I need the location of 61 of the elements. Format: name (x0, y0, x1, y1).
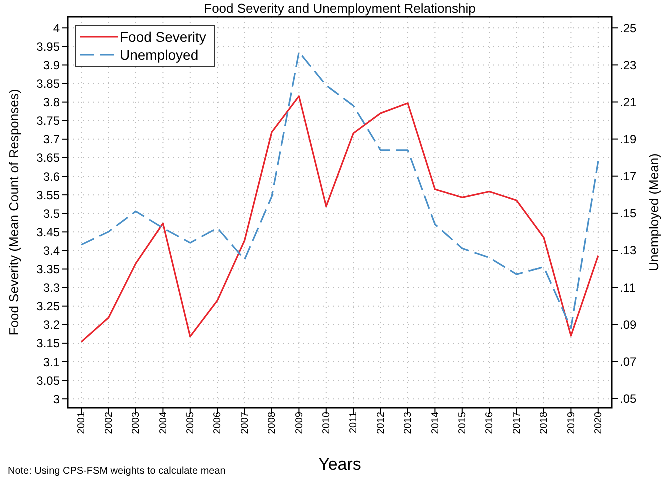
y2-tick-label: .05 (620, 392, 638, 406)
x-tick-label: 2011 (348, 412, 360, 434)
y2-tick-label: .15 (620, 206, 638, 221)
y-tick-label: 3.35 (36, 262, 60, 277)
y-tick-label: 3.5 (43, 206, 60, 221)
y-tick-label: 3.75 (36, 114, 60, 128)
x-tick-label: 2020 (594, 412, 604, 434)
y2-tick-label: .13 (620, 244, 638, 258)
y-tick-label: 3.45 (36, 225, 60, 240)
y-tick-label: 3.15 (36, 336, 60, 351)
y-tick-label: 4 (53, 21, 60, 36)
line-series (80, 51, 600, 330)
y-tick-label: 3.95 (36, 40, 60, 54)
x-tick-label: 2010 (322, 412, 332, 434)
x-tick-label: 2015 (458, 412, 468, 434)
y-tick-label: 3.05 (36, 374, 60, 388)
x-tick-label: 2001 (76, 412, 88, 434)
y-tick-label: 3.6 (43, 170, 60, 184)
y-tick-label: 3.2 (43, 318, 60, 332)
y2-tick-label: .23 (620, 58, 638, 72)
x-tick-label: 2017 (512, 412, 523, 434)
y2-tick-label: .09 (620, 318, 638, 332)
x-tick-label: 2002 (104, 412, 115, 434)
x-axis-title: Years (318, 455, 362, 474)
x-tick-label: 2018 (539, 412, 550, 434)
y2-tick-label: .17 (620, 170, 638, 184)
x-tick-label: 2004 (158, 412, 170, 434)
x-tick-label: 2008 (267, 412, 278, 434)
y-axis-title: Food Severity (Mean Count of Responses) (6, 89, 22, 336)
y2-tick-label: .19 (620, 132, 638, 147)
y-tick-label: 3.8 (43, 96, 60, 110)
y-tick-label: 3.55 (36, 188, 60, 202)
x-tick-label: 2007 (240, 412, 251, 434)
line-series (80, 96, 600, 343)
y-tick-label: 3.85 (36, 77, 60, 92)
y2-tick-label: .25 (620, 21, 638, 36)
y-tick-label: 3.7 (43, 132, 60, 147)
y-tick-label: 3.4 (43, 244, 60, 258)
x-tick-label: 2016 (484, 412, 496, 434)
y-tick-label: 3.1 (43, 355, 60, 370)
x-tick-label: 2006 (212, 412, 224, 434)
y2-tick-label: .11 (620, 280, 636, 295)
x-tick-label: 2013 (403, 412, 414, 434)
legend-label: Unemployed (120, 46, 199, 64)
y2-tick-label: .21 (620, 96, 638, 110)
x-tick-label: 2012 (376, 412, 387, 434)
y-tick-label: 3 (53, 392, 60, 406)
x-tick-label: 2019 (566, 412, 578, 434)
x-tick-label: 2014 (430, 412, 442, 434)
text: Note: Using CPS-FSM weights to calculate mean (8, 466, 226, 477)
x-tick-label: 2003 (131, 412, 142, 434)
y-tick-label: 3.25 (36, 300, 60, 314)
y2-axis-title: Unemployed (Mean) (646, 154, 662, 272)
chart-title: Food Severity and Unemployment Relationship (203, 1, 477, 16)
legend-label: Food Severity (120, 28, 206, 46)
y-tick-label: 3.3 (43, 281, 60, 296)
y-tick-label: 3.9 (43, 58, 60, 72)
y-tick-label: 3.65 (36, 151, 60, 166)
x-tick-label: 2005 (186, 412, 196, 434)
x-tick-label: 2009 (294, 412, 306, 434)
y2-tick-label: .07 (620, 354, 638, 369)
